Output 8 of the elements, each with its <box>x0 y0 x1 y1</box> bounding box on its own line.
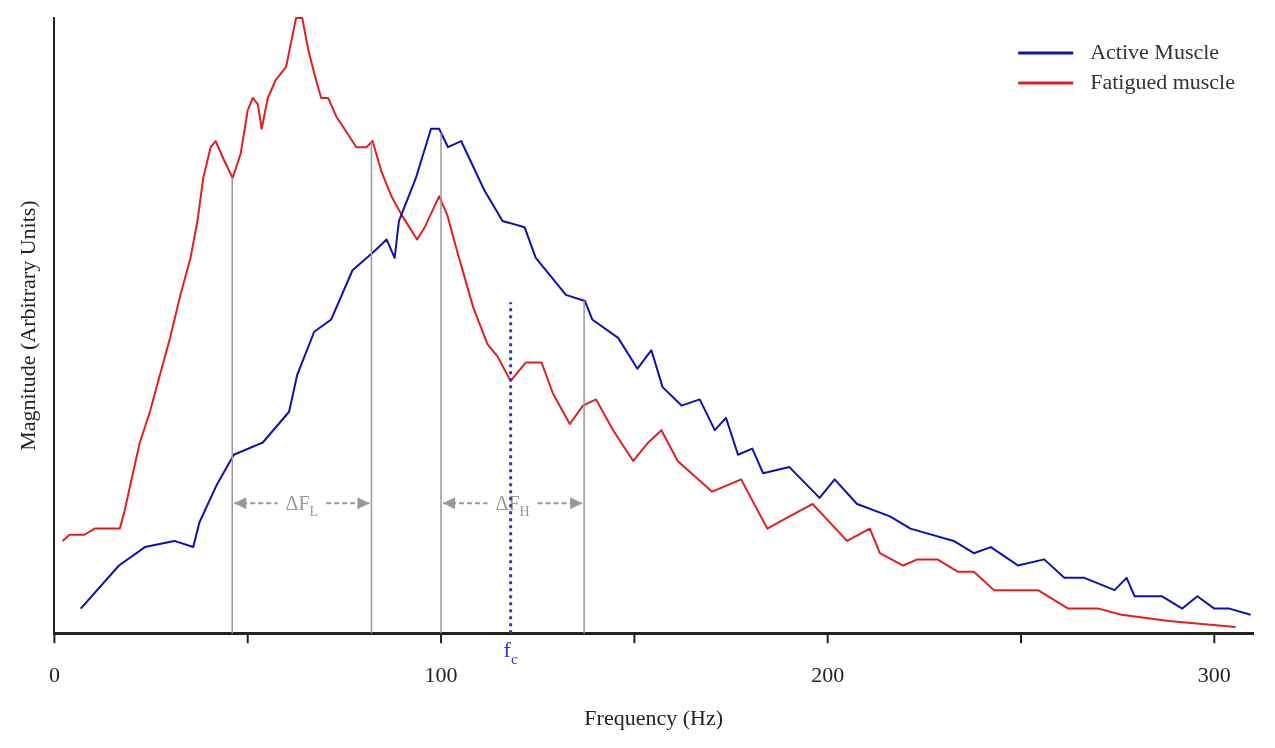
legend-label: Fatigued muscle <box>1090 68 1236 94</box>
x-tick-label: 200 <box>811 662 845 688</box>
y-axis-title: Magnitude (Arbitrary Units) <box>14 200 40 451</box>
x-tick-label: 300 <box>1197 662 1231 688</box>
x-tick-label: 0 <box>48 662 60 688</box>
x-tick-label: 100 <box>424 662 458 688</box>
x-axis-title: Frequency (Hz) <box>584 704 724 730</box>
legend-label: Active Muscle <box>1090 38 1220 64</box>
